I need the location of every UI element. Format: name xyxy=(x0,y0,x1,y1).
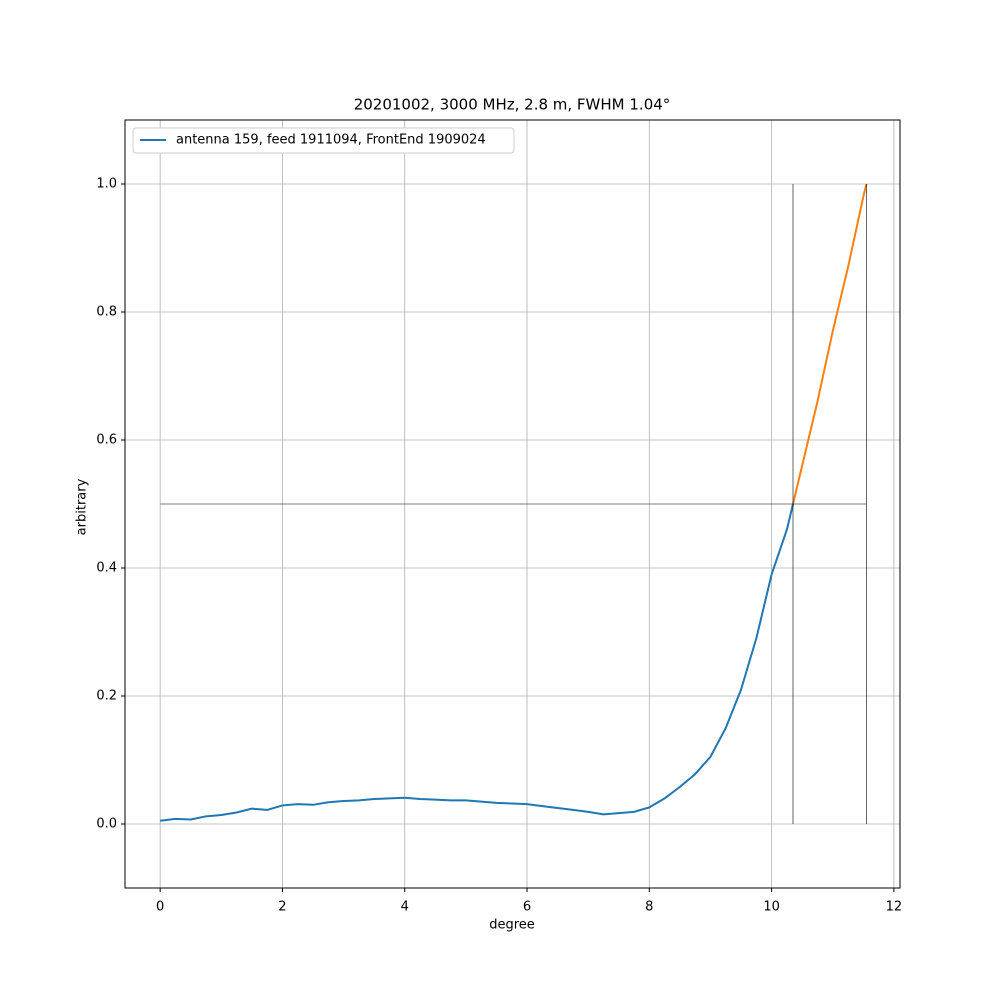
legend-label: antenna 159, feed 1911094, FrontEnd 1909… xyxy=(176,133,486,148)
x-tick-label: 10 xyxy=(763,900,780,915)
chart-title: 20201002, 3000 MHz, 2.8 m, FWHM 1.04° xyxy=(354,96,671,114)
y-axis-label: arbitrary xyxy=(75,478,90,535)
y-tick-label: 0.4 xyxy=(96,561,117,576)
x-tick-label: 4 xyxy=(401,900,409,915)
y-tick-label: 0.6 xyxy=(96,433,117,448)
data-line xyxy=(792,183,868,505)
y-tick-label: 1.0 xyxy=(96,177,117,192)
data-line xyxy=(160,503,794,822)
x-tick-label: 12 xyxy=(886,900,903,915)
x-tick-label: 0 xyxy=(156,900,164,915)
x-tick-label: 2 xyxy=(278,900,286,915)
x-axis-label: degree xyxy=(489,918,535,933)
plot-frame xyxy=(124,119,901,889)
y-tick-label: 0.0 xyxy=(96,817,117,832)
x-tick-label: 6 xyxy=(523,900,531,915)
legend-box xyxy=(132,127,515,154)
x-tick-label: 8 xyxy=(645,900,653,915)
y-tick-label: 0.8 xyxy=(96,305,117,320)
y-tick-label: 0.2 xyxy=(96,689,117,704)
